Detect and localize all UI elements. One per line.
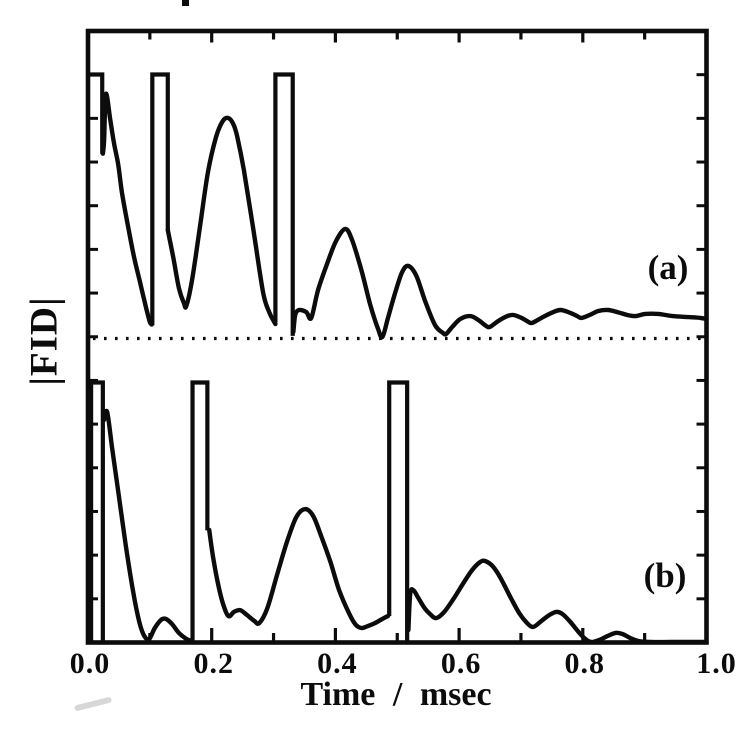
axis-box bbox=[85, 28, 709, 645]
x-tick-label: 0.4 bbox=[317, 647, 358, 680]
fid-curve-(b) bbox=[207, 506, 391, 631]
pulse-rect-(b) bbox=[190, 380, 210, 642]
pulse-rect-(a) bbox=[88, 72, 105, 154]
x-tick-label: 0.2 bbox=[193, 647, 234, 680]
y-axis-label: |FID| bbox=[22, 296, 66, 386]
x-axis-label: Time / msec bbox=[300, 676, 492, 713]
fid-curve-(b) bbox=[101, 408, 194, 644]
panel-label-b: (b) bbox=[643, 556, 687, 595]
panel-label-a: (a) bbox=[647, 248, 689, 287]
pulse-rect-(a) bbox=[150, 72, 170, 326]
fid-curve-(a) bbox=[100, 91, 154, 327]
pulse-rect-(b) bbox=[387, 380, 410, 642]
pulse-rect-(b) bbox=[88, 380, 105, 642]
x-tick-label: 0.0 bbox=[69, 647, 111, 680]
x-tick-label: 0.6 bbox=[440, 647, 482, 680]
fid-curve-(a) bbox=[291, 226, 709, 340]
pulse-rect-(a) bbox=[273, 72, 295, 336]
x-tick-label: 1.0 bbox=[696, 647, 737, 680]
fid-curve-(b) bbox=[406, 558, 709, 645]
x-tick-label: 0.8 bbox=[564, 647, 606, 680]
fid-curve-(a) bbox=[165, 115, 278, 327]
ink-speck-artifact bbox=[182, 0, 189, 6]
